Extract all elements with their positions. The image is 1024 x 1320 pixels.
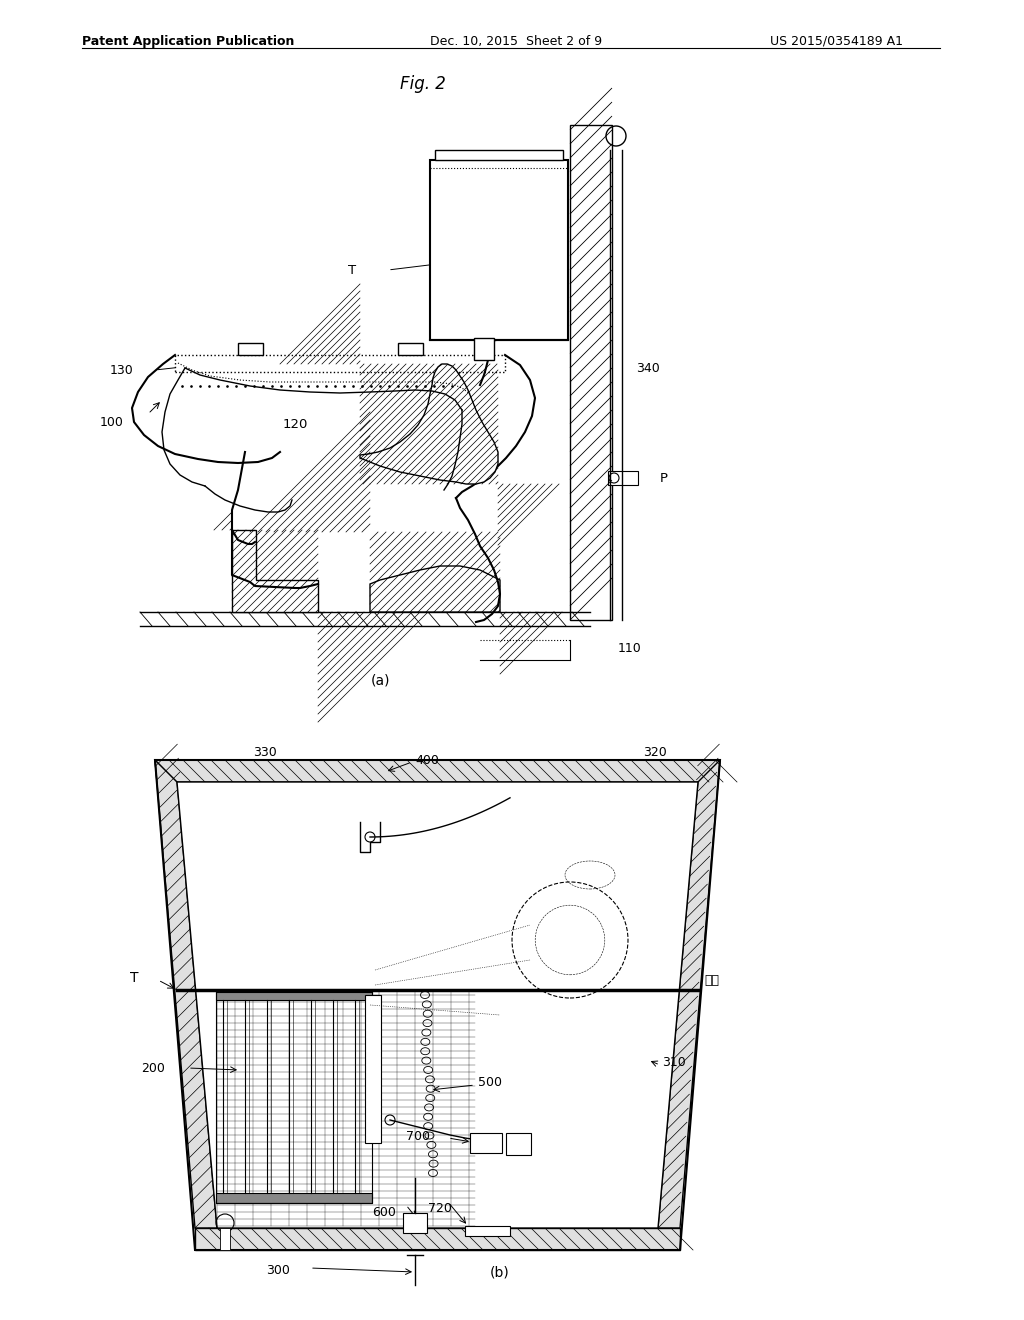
Text: 300: 300 [440, 376, 464, 389]
Bar [608, 471, 638, 484]
Bar [216, 990, 372, 1203]
Bar [465, 1226, 510, 1236]
Text: (b): (b) [490, 1265, 510, 1279]
Polygon shape [658, 760, 720, 1228]
Polygon shape [232, 531, 318, 612]
Polygon shape [370, 566, 500, 612]
Text: T: T [129, 972, 138, 985]
Bar [506, 1133, 531, 1155]
Polygon shape [570, 125, 612, 620]
Text: 340: 340 [636, 362, 659, 375]
Text: Fig. 2: Fig. 2 [400, 75, 445, 92]
Text: 110: 110 [618, 642, 642, 655]
Text: 500: 500 [478, 1077, 502, 1089]
Text: 320: 320 [643, 746, 667, 759]
Text: 720: 720 [428, 1201, 452, 1214]
Text: 120: 120 [283, 418, 307, 432]
Polygon shape [195, 1228, 680, 1250]
Text: Dec. 10, 2015  Sheet 2 of 9: Dec. 10, 2015 Sheet 2 of 9 [430, 36, 602, 48]
Text: 130: 130 [110, 363, 134, 376]
Text: Patent Application Publication: Patent Application Publication [82, 36, 294, 48]
Text: 100: 100 [100, 416, 124, 429]
Bar [238, 343, 263, 355]
Text: 710: 710 [508, 1146, 531, 1159]
Bar [365, 995, 381, 1143]
Text: US 2015/0354189 A1: US 2015/0354189 A1 [770, 36, 903, 48]
Text: 200: 200 [141, 1061, 165, 1074]
Polygon shape [177, 781, 698, 1228]
Bar [470, 1133, 502, 1152]
Bar [474, 338, 494, 360]
Bar [398, 343, 423, 355]
Bar [216, 993, 372, 1001]
Text: 400: 400 [415, 754, 439, 767]
Text: 수위: 수위 [705, 974, 719, 986]
Polygon shape [155, 760, 217, 1228]
Text: 300: 300 [266, 1263, 290, 1276]
Text: 310: 310 [662, 1056, 686, 1069]
Bar [220, 1228, 230, 1250]
Text: 600: 600 [372, 1205, 396, 1218]
Polygon shape [155, 760, 720, 781]
Bar [430, 160, 568, 341]
Text: 700: 700 [406, 1130, 430, 1143]
Text: P: P [660, 471, 668, 484]
Text: (a): (a) [371, 673, 390, 686]
Bar [403, 1213, 427, 1233]
Text: 330: 330 [253, 746, 276, 759]
Bar [175, 355, 505, 372]
Text: T: T [348, 264, 356, 276]
Bar [435, 150, 563, 160]
Polygon shape [360, 364, 498, 484]
Bar [216, 1193, 372, 1203]
